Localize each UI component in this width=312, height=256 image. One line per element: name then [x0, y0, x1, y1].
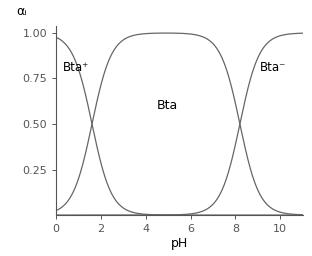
Y-axis label: αᵢ: αᵢ [17, 5, 27, 18]
Text: Bta⁺: Bta⁺ [63, 61, 89, 74]
Text: Bta⁻: Bta⁻ [260, 61, 286, 74]
X-axis label: pH: pH [171, 237, 188, 250]
Text: Bta: Bta [157, 99, 178, 112]
